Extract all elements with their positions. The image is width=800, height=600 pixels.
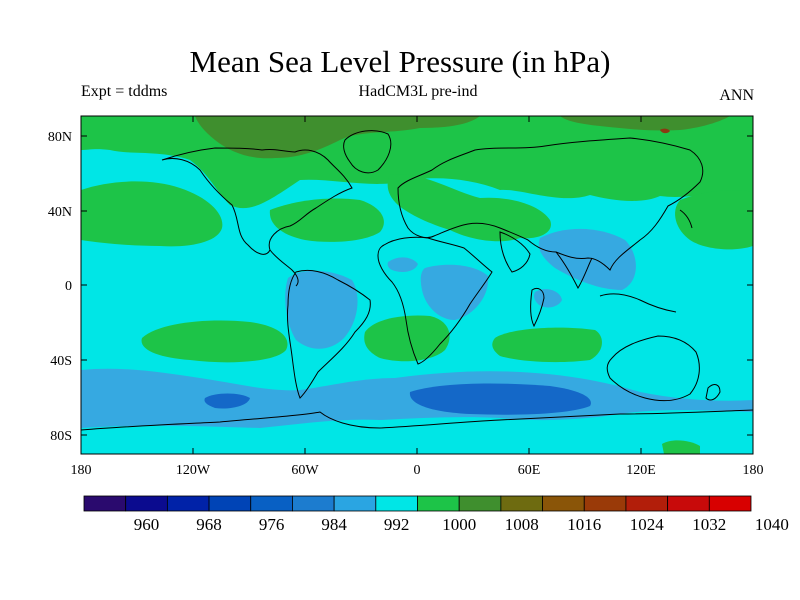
colorbar-cell: [333, 495, 377, 512]
lat-label: 40N: [48, 205, 72, 220]
field-low-africa: [420, 264, 489, 320]
coast-new-zealand: [705, 384, 721, 401]
axis-ticks: [81, 116, 753, 454]
lat-label: 80S: [50, 429, 72, 444]
season-label: ANN: [719, 87, 754, 104]
coast-japan: [679, 209, 693, 229]
coast-arabia: [499, 231, 531, 273]
model-label: HadCM3L pre-ind: [358, 83, 478, 100]
colorbar-cell: [166, 495, 210, 512]
field-high-eurasia: [387, 174, 551, 242]
lon-label: 180: [743, 463, 764, 478]
colorbar-cell: [417, 495, 460, 512]
coast-antarctica: [81, 409, 753, 431]
coast-australia: [606, 335, 700, 402]
colorbar-cell: [458, 495, 502, 512]
colorbar-label: 1008: [505, 515, 539, 534]
field-high-antarctic: [662, 440, 700, 454]
latitude-labels: 80N 40N 0 40S 80S: [48, 130, 72, 444]
colorbar-label: 1016: [567, 515, 601, 534]
lon-label: 120E: [626, 463, 656, 478]
colorbar-cell: [292, 495, 335, 512]
field-high-spacific: [141, 320, 288, 363]
colorbar-label: 992: [384, 515, 410, 534]
coast-north-america: [161, 147, 353, 255]
field-low-asia: [538, 228, 636, 290]
colorbar-labels: 960 968 976 984 992 1000 1008 1016 1024 1032 1040: [134, 515, 789, 534]
coast-greenland: [343, 130, 392, 174]
lon-label: 180: [71, 463, 92, 478]
field-high-satlantic: [364, 315, 450, 362]
coast-africa: [377, 236, 493, 365]
colorbar-label: 1024: [630, 515, 665, 534]
colorbar-cell: [83, 495, 127, 512]
field-high-peak: [660, 128, 670, 134]
field-low-samerica: [285, 270, 358, 349]
field-high-npacific-west: [675, 190, 753, 250]
field-low-deep-pacific: [204, 393, 250, 409]
colorbar-label: 1040: [755, 515, 789, 534]
colorbar-label: 1000: [442, 515, 476, 534]
colorbar-label: 968: [196, 515, 222, 534]
lat-label: 0: [65, 279, 72, 294]
field-low-madagascar: [534, 289, 562, 308]
colorbar-cell: [125, 495, 168, 512]
longitude-labels: 180 120W 60W 0 60E 120E 180: [71, 463, 764, 478]
coastlines: [81, 130, 753, 431]
colorbar-cell: [667, 495, 710, 512]
coast-south-america: [287, 269, 371, 399]
field-high-sindian: [492, 327, 602, 363]
lat-label: 40S: [50, 354, 72, 369]
coast-europe-asia: [397, 137, 704, 271]
colorbar-cell: [375, 495, 418, 512]
field-1000-antarctic-edge: [81, 410, 753, 454]
map-title: Mean Sea Level Pressure (in hPa): [189, 44, 611, 79]
colorbar-cell: [250, 495, 293, 512]
colorbar-label: 1032: [692, 515, 726, 534]
field-low-deep-indian: [409, 383, 591, 415]
coast-central-america: [269, 249, 299, 287]
colorbar-cell: [708, 495, 752, 512]
colorbar-cell: [500, 495, 543, 512]
colorbar-label: 984: [321, 515, 347, 534]
lat-label: 80N: [48, 130, 72, 145]
pressure-field: [81, 116, 753, 454]
lon-label: 60W: [291, 463, 319, 478]
field-low-sahel: [387, 257, 418, 272]
experiment-label: Expt = tddms: [81, 83, 168, 100]
coast-madagascar: [530, 287, 545, 328]
lon-label: 0: [414, 463, 421, 478]
colorbar-cell: [542, 495, 585, 512]
lon-label: 60E: [518, 463, 541, 478]
colorbar-label: 960: [134, 515, 160, 534]
colorbar-cell: [625, 495, 669, 512]
colorbar: [83, 495, 752, 512]
lon-label: 120W: [176, 463, 211, 478]
colorbar-label: 976: [259, 515, 285, 534]
field-high-natlantic: [269, 198, 384, 242]
coast-india: [555, 251, 593, 290]
coast-indonesia: [599, 293, 677, 313]
field-high-arctic-core: [195, 116, 480, 159]
colorbar-cell: [583, 495, 627, 512]
colorbar-cell: [208, 495, 252, 512]
field-high-arctic-east: [560, 116, 730, 131]
field-high-npacific: [81, 181, 223, 247]
